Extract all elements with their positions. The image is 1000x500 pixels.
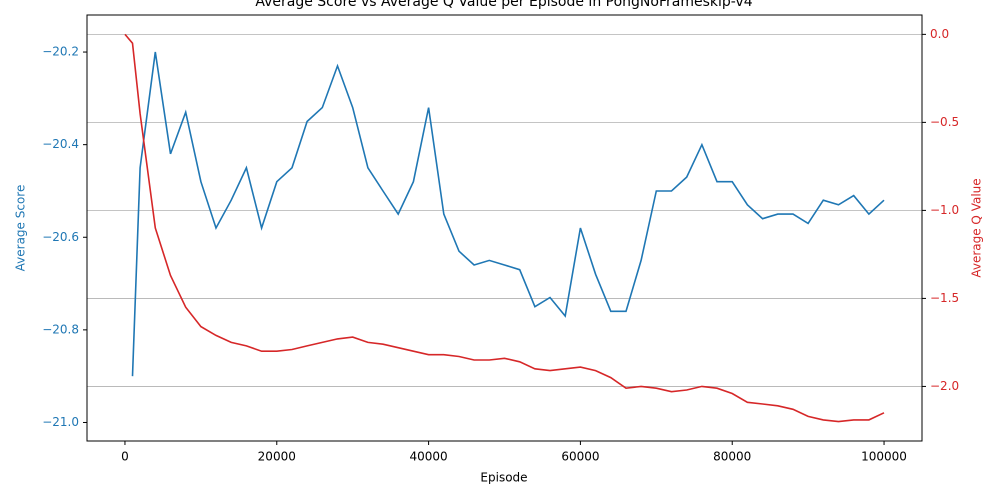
x-tick-label: 80000 [713, 450, 751, 464]
y2-tick-label: −1.0 [930, 203, 959, 217]
y-axis-label: Average Score [14, 185, 28, 272]
plot-frame [86, 14, 923, 442]
y-tick-label: −20.4 [42, 137, 79, 151]
data-line [131, 51, 885, 377]
x-tick-label: 20000 [258, 450, 296, 464]
x-tick-label: 60000 [561, 450, 599, 464]
y-tick-label: −20.8 [42, 322, 79, 336]
y2-tick-label: −0.5 [930, 115, 959, 129]
y2-tick-label: −1.5 [930, 291, 959, 305]
x-tick-label: 0 [121, 450, 129, 464]
y-tick-label: −20.2 [42, 45, 79, 59]
y2-axis-label: Average Q Value [970, 178, 984, 277]
y-tick-label: −21.0 [42, 415, 79, 429]
data-line [124, 33, 885, 423]
y-tick-label: −20.6 [42, 230, 79, 244]
x-tick-label: 40000 [409, 450, 447, 464]
x-tick-label: 100000 [861, 450, 907, 464]
chart-title: Average Score vs Average Q Value per Epi… [255, 0, 752, 10]
x-axis-label: Episode [480, 471, 527, 485]
y2-tick-label: 0.0 [930, 27, 949, 41]
y2-tick-label: −2.0 [930, 379, 959, 393]
